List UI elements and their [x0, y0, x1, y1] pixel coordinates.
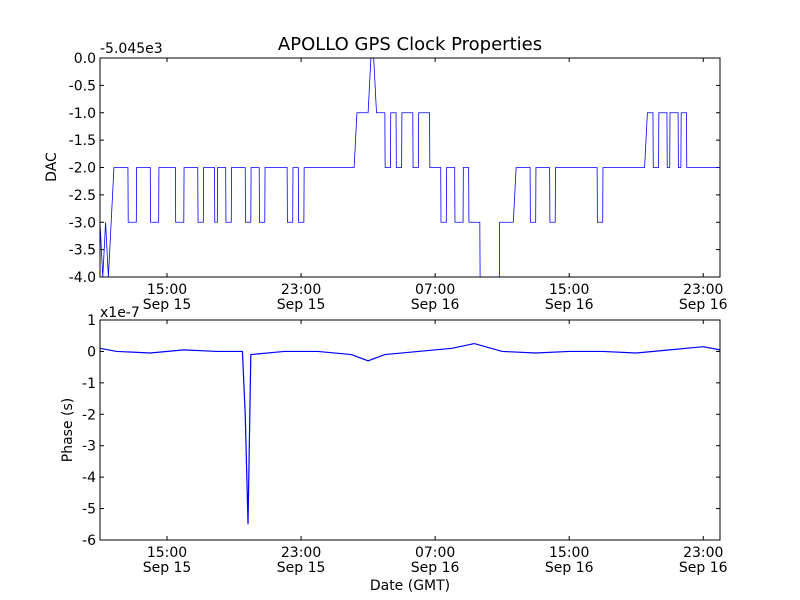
chart-title: APOLLO GPS Clock Properties	[278, 34, 542, 55]
dac-series-line	[99, 57, 720, 278]
dac-x-tick-date: Sep 16	[679, 297, 728, 313]
phase-y-tick-label: -5	[82, 502, 96, 518]
phase-axes-frame	[99, 319, 721, 541]
phase-y-tick-label: 0	[87, 344, 96, 360]
dac-x-tick-time: 15:00	[147, 282, 187, 298]
dac-x-tick-time: 23:00	[683, 282, 723, 298]
dac-y-tick-label: -0.5	[69, 78, 96, 94]
phase-x-tick-date: Sep 15	[143, 560, 192, 576]
dac-y-tick-label: -2.5	[69, 188, 96, 204]
dac-x-tick-time: 23:00	[281, 282, 321, 298]
x-axis-label: Date (GMT)	[370, 578, 450, 594]
phase-x-tick-date: Sep 15	[277, 560, 326, 576]
phase-panel: x1e-7 Phase (s) Date (GMT) 1 0 -1 -2 -3 -4 -5 -…	[60, 305, 728, 594]
phase-y-tick-label: -1	[82, 376, 96, 392]
phase-y-tick-label: 1	[87, 313, 96, 329]
dac-panel: APOLLO GPS Clock Properties -5.045e3 DAC…	[44, 34, 728, 313]
dac-y-tick-label: -1.5	[69, 133, 96, 149]
dac-y-tick-label: -2.0	[69, 161, 96, 177]
dac-offset-label: -5.045e3	[100, 41, 163, 57]
phase-y-tick-label: -4	[82, 470, 96, 486]
dac-x-tick-time: 15:00	[549, 282, 589, 298]
dac-y-tick-label: 0.0	[74, 51, 96, 67]
dac-x-tick-date: Sep 16	[545, 297, 594, 313]
phase-x-tick-date: Sep 16	[411, 560, 460, 576]
dac-axes-frame	[99, 57, 721, 278]
dac-y-tick-label: -3.5	[69, 243, 96, 259]
phase-x-tick-time: 15:00	[549, 545, 589, 561]
dac-y-tick-label: -4.0	[69, 270, 96, 286]
dac-x-tick-date: Sep 15	[143, 297, 192, 313]
phase-series	[99, 342, 721, 525]
phase-x-tick-date: Sep 16	[679, 560, 728, 576]
dac-series	[99, 57, 720, 278]
phase-x-tick-date: Sep 16	[545, 560, 594, 576]
phase-x-tick-time: 23:00	[683, 545, 723, 561]
dac-y-axis-label: DAC	[44, 152, 60, 182]
phase-offset-label: x1e-7	[100, 305, 140, 321]
phase-y-tick-label: -3	[82, 439, 96, 455]
dac-x-tick-date: Sep 16	[411, 297, 460, 313]
dac-x-tick-date: Sep 15	[277, 297, 326, 313]
phase-y-axis-label: Phase (s)	[60, 398, 76, 462]
dac-x-tick-time: 07:00	[415, 282, 455, 298]
phase-x-tick-time: 15:00	[147, 545, 187, 561]
phase-y-tick-label: -6	[82, 533, 96, 549]
phase-x-tick-time: 23:00	[281, 545, 321, 561]
phase-series-line	[99, 342, 721, 525]
dac-y-tick-label: -1.0	[69, 106, 96, 122]
phase-y-tick-label: -2	[82, 407, 96, 423]
dac-y-tick-label: -3.0	[69, 215, 96, 231]
phase-x-tick-time: 07:00	[415, 545, 455, 561]
